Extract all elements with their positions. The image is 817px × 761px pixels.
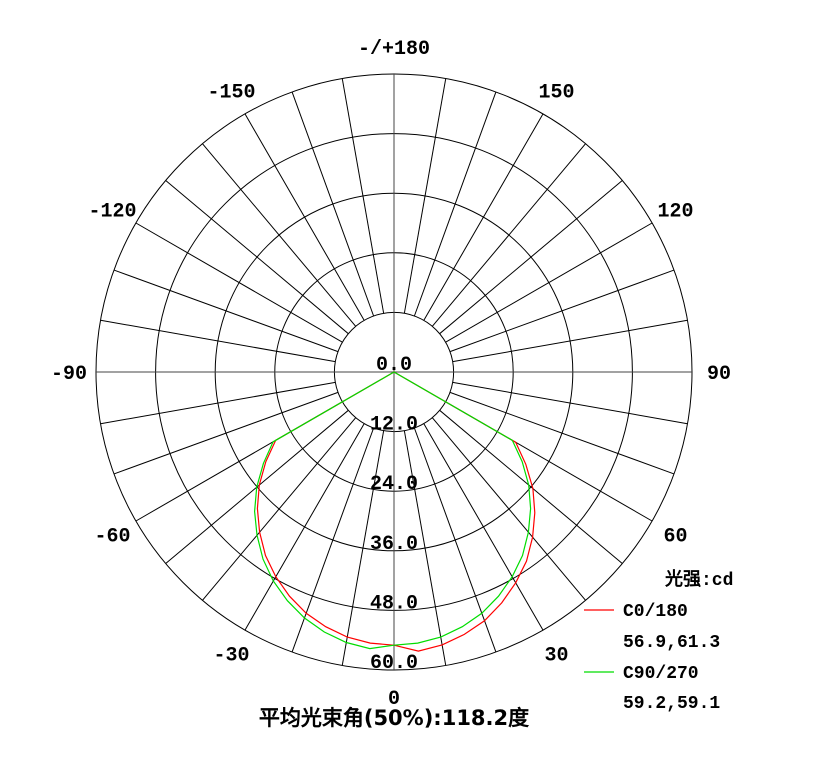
grid-spoke — [445, 222, 653, 343]
legend-series-name: C0/180 — [623, 602, 688, 622]
grid-spoke — [100, 381, 336, 425]
radial-tick-label: 36.0 — [370, 533, 418, 556]
grid-spoke — [100, 319, 336, 363]
legend-unit-label: 光强:cd — [664, 568, 733, 591]
grid-spoke — [423, 423, 544, 631]
angle-label: 30 — [544, 644, 568, 667]
radial-tick-labels: 0.0 12.0 24.0 36.0 48.0 60.0 — [370, 354, 418, 675]
grid-spoke — [431, 417, 586, 601]
grid-spoke — [244, 113, 365, 321]
legend-series-note: 56.9,61.3 — [623, 633, 720, 653]
grid-spoke — [202, 417, 357, 601]
grid-spoke — [449, 269, 675, 353]
grid-spoke — [113, 391, 339, 475]
angle-label: -/+180 — [358, 38, 430, 61]
grid-spoke — [135, 222, 343, 343]
grid-spoke — [431, 143, 586, 327]
angle-label: 120 — [657, 201, 693, 224]
grid-spoke — [413, 427, 497, 653]
angle-label: -90 — [51, 363, 87, 386]
grid-spoke — [291, 91, 375, 317]
angle-label: 60 — [663, 526, 687, 549]
angle-label: -150 — [207, 82, 255, 105]
radial-tick-label: 24.0 — [370, 473, 418, 496]
angle-label: 150 — [538, 82, 574, 105]
legend: 光强:cd C0/180 56.9,61.3 C90/270 59.2,59.1 — [584, 568, 733, 714]
grid-spoke — [165, 180, 349, 335]
grid-spoke — [403, 430, 447, 666]
intensity-curves — [253, 371, 536, 652]
angle-label: 90 — [707, 363, 731, 386]
angle-label: -120 — [89, 201, 137, 224]
grid-spoke — [439, 180, 623, 335]
grid-spoke — [413, 91, 497, 317]
grid-spoke — [403, 78, 447, 314]
grid-spoke — [449, 391, 675, 475]
grid-spoke — [439, 409, 623, 564]
angle-labels: 0 30 60 90 120 150 -/+180 -150 -120 -90 -60 -30 — [51, 38, 731, 711]
grid-spoke — [452, 381, 688, 425]
polar-grid — [95, 73, 693, 671]
angle-label: 0 — [388, 688, 400, 711]
grid-spoke — [113, 269, 339, 353]
grid-spoke — [341, 430, 385, 666]
angle-label: -60 — [95, 526, 131, 549]
chart-title: 平均光束角(50%):118.2度 — [259, 706, 529, 730]
series-curve-c90-270 — [253, 371, 532, 650]
angle-label: -30 — [213, 644, 249, 667]
radial-tick-label: 60.0 — [370, 652, 418, 675]
legend-series-name: C90/270 — [623, 664, 699, 684]
radial-tick-label: 0.0 — [376, 354, 412, 377]
legend-series-note: 59.2,59.1 — [623, 694, 720, 714]
grid-spoke — [244, 423, 365, 631]
grid-spoke — [423, 113, 544, 321]
radial-tick-label: 48.0 — [370, 592, 418, 615]
grid-spoke — [452, 319, 688, 363]
grid-spoke — [291, 427, 375, 653]
grid-spoke — [341, 78, 385, 314]
grid-spoke — [202, 143, 357, 327]
radial-tick-label: 12.0 — [370, 414, 418, 437]
